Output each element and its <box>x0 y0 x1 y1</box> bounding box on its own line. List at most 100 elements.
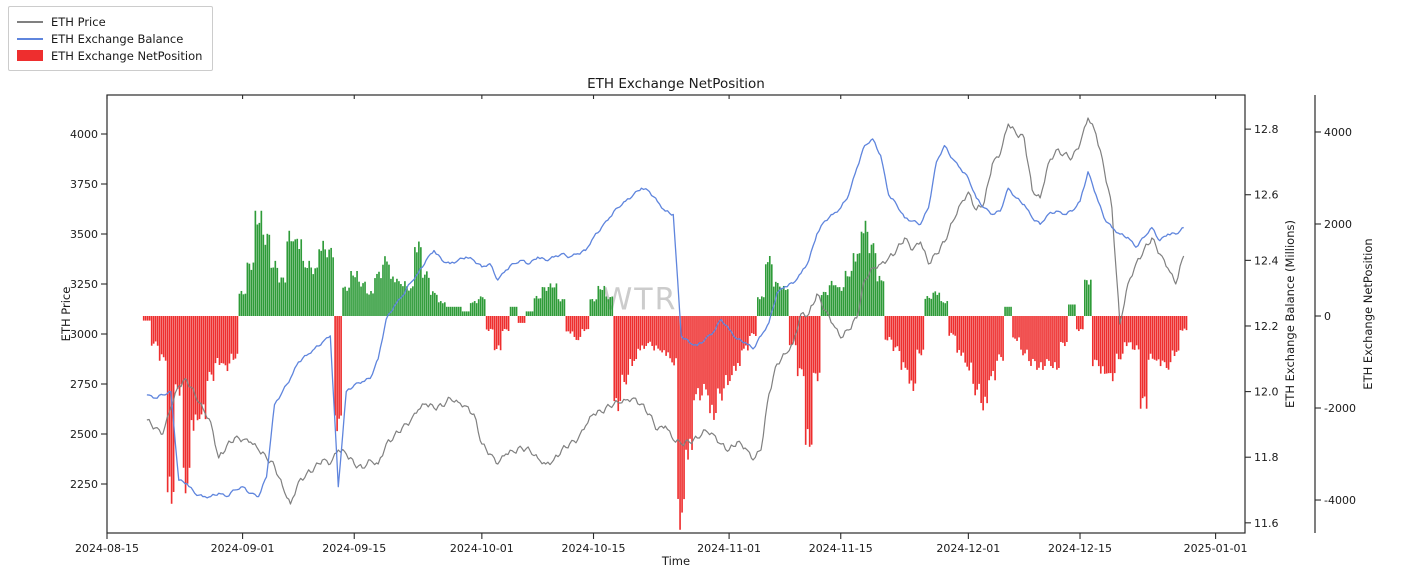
outflow-bar <box>204 316 207 420</box>
outflow-bar <box>1048 316 1050 361</box>
outflow-bar <box>655 316 657 346</box>
outflow-bar <box>565 316 568 332</box>
outflow-bar <box>958 316 961 351</box>
outflow-bar <box>948 316 951 336</box>
outflow-bar <box>725 316 727 376</box>
inflow-bar <box>322 240 324 316</box>
outflow-bar <box>1062 316 1064 343</box>
inflow-bar <box>547 287 550 316</box>
inflow-bar <box>539 298 542 316</box>
outflow-bar <box>892 316 895 352</box>
outflow-bar <box>505 316 508 330</box>
outflow-bar <box>1056 316 1058 370</box>
outflow-bar <box>336 316 338 432</box>
inflow-bar <box>352 275 354 317</box>
outflow-bar <box>621 316 624 375</box>
outflow-bar <box>1095 316 1098 361</box>
inflow-bar <box>609 297 612 316</box>
outflow-bar <box>1034 316 1036 362</box>
outflow-bar <box>814 316 817 374</box>
outflow-bar <box>739 316 741 366</box>
outflow-bar <box>1050 316 1052 367</box>
outflow-bar <box>1107 316 1110 374</box>
inflow-bar <box>439 301 442 316</box>
outflow-bar <box>888 316 891 337</box>
inflow-bar <box>461 311 464 316</box>
price-tick-label: 3250 <box>70 278 98 291</box>
outflow-bar <box>898 316 901 352</box>
outflow-bar <box>745 316 747 346</box>
inflow-bar <box>1086 280 1088 316</box>
inflow-bar <box>238 293 241 316</box>
inflow-bar <box>394 282 396 316</box>
outflow-bar <box>1014 316 1016 339</box>
inflow-bar <box>426 271 428 316</box>
balance-tick-label: 11.6 <box>1254 517 1279 530</box>
legend-label-balance: ETH Exchange Balance <box>51 31 184 46</box>
netposition-tick-label: 0 <box>1324 310 1331 323</box>
outflow-bar <box>697 316 699 389</box>
inflow-bar <box>406 286 408 317</box>
price-tick-label: 2750 <box>70 378 98 391</box>
inflow-bar <box>248 263 251 316</box>
outflow-bar <box>896 316 899 347</box>
inflow-bar <box>924 298 927 316</box>
balance-tick-label: 11.8 <box>1254 451 1279 464</box>
x-tick-label: 2024-12-01 <box>936 542 1000 555</box>
inflow-bar <box>782 285 785 316</box>
inflow-bar <box>298 249 301 316</box>
inflow-bar <box>940 301 943 317</box>
outflow-bar <box>733 316 735 366</box>
inflow-bar <box>930 298 933 316</box>
outflow-bar <box>587 316 590 330</box>
outflow-bar <box>812 316 815 373</box>
outflow-bar <box>523 316 526 323</box>
outflow-bar <box>168 316 171 477</box>
inflow-bar <box>374 278 376 316</box>
netposition-bars <box>142 210 1188 530</box>
inflow-bar <box>529 311 532 316</box>
inflow-bar <box>400 284 402 316</box>
outflow-bar <box>988 316 990 381</box>
outflow-bar <box>1119 316 1122 360</box>
outflow-bar <box>583 316 586 332</box>
outflow-bar <box>577 316 580 341</box>
outflow-bar <box>497 316 500 346</box>
inflow-bar <box>477 299 480 316</box>
outflow-bar <box>910 316 913 381</box>
inflow-bar <box>262 234 265 316</box>
inflow-bar <box>250 269 253 316</box>
inflow-bar <box>932 292 935 316</box>
inflow-bar <box>412 286 414 316</box>
balance-tick-label: 12.6 <box>1254 189 1279 202</box>
outflow-bar <box>228 316 231 364</box>
outflow-bar <box>164 316 167 361</box>
inflow-bar <box>404 281 406 316</box>
outflow-bar <box>190 316 193 421</box>
outflow-bar <box>1052 316 1054 369</box>
outflow-bar <box>1129 316 1132 343</box>
inflow-bar <box>360 286 362 316</box>
outflow-bar <box>154 316 157 342</box>
outflow-bar <box>808 316 811 447</box>
inflow-bar <box>428 277 430 317</box>
outflow-bar <box>1024 316 1026 354</box>
inflow-bar <box>511 306 514 316</box>
outflow-bar <box>663 316 665 351</box>
outflow-bar <box>751 316 753 334</box>
inflow-bar <box>434 292 436 317</box>
outflow-bar <box>489 316 492 329</box>
inflow-bar <box>928 297 931 316</box>
inflow-bar <box>430 294 432 316</box>
inflow-bar <box>473 301 476 316</box>
outflow-bar <box>152 316 155 344</box>
inflow-bar <box>553 287 556 316</box>
outflow-bar <box>804 316 807 445</box>
x-tick-label: 2024-09-15 <box>322 542 386 555</box>
outflow-bar <box>647 316 649 344</box>
outflow-bar <box>1151 316 1154 359</box>
outflow-bar <box>677 316 679 499</box>
inflow-bar <box>362 283 364 317</box>
outflow-bar <box>1169 316 1172 363</box>
inflow-bar <box>1089 279 1092 316</box>
